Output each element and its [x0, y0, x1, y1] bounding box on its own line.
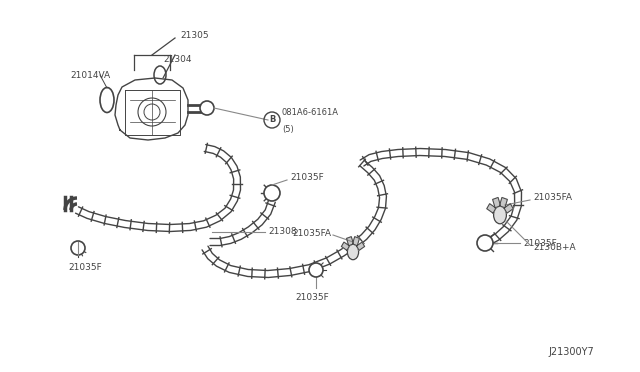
Polygon shape: [347, 237, 353, 246]
Text: J21300Y7: J21300Y7: [548, 347, 594, 357]
Text: 21304: 21304: [163, 55, 191, 64]
Polygon shape: [115, 78, 188, 140]
Polygon shape: [504, 204, 513, 213]
Polygon shape: [341, 242, 349, 250]
Text: 21308: 21308: [268, 228, 296, 237]
Polygon shape: [353, 237, 360, 246]
Ellipse shape: [493, 206, 506, 224]
Circle shape: [309, 263, 323, 277]
Circle shape: [71, 241, 85, 255]
Text: 21014VA: 21014VA: [70, 71, 110, 80]
Text: 21035FA: 21035FA: [292, 228, 331, 237]
Text: 2130B+A: 2130B+A: [533, 243, 575, 251]
Circle shape: [200, 101, 214, 115]
Text: 21035F: 21035F: [290, 173, 324, 183]
Circle shape: [264, 185, 280, 201]
Text: 21035FA: 21035FA: [533, 193, 572, 202]
Polygon shape: [487, 204, 496, 213]
Text: (5): (5): [282, 125, 294, 134]
Text: 081A6-6161A: 081A6-6161A: [282, 108, 339, 117]
Text: B: B: [269, 115, 275, 125]
Polygon shape: [356, 242, 365, 250]
Polygon shape: [493, 198, 500, 208]
Circle shape: [477, 235, 493, 251]
Text: 21035F: 21035F: [523, 238, 557, 247]
Text: 21035F: 21035F: [68, 263, 102, 273]
Text: 21305: 21305: [180, 32, 209, 41]
Ellipse shape: [348, 244, 358, 260]
Polygon shape: [499, 198, 508, 208]
Text: 21035F: 21035F: [295, 294, 329, 302]
